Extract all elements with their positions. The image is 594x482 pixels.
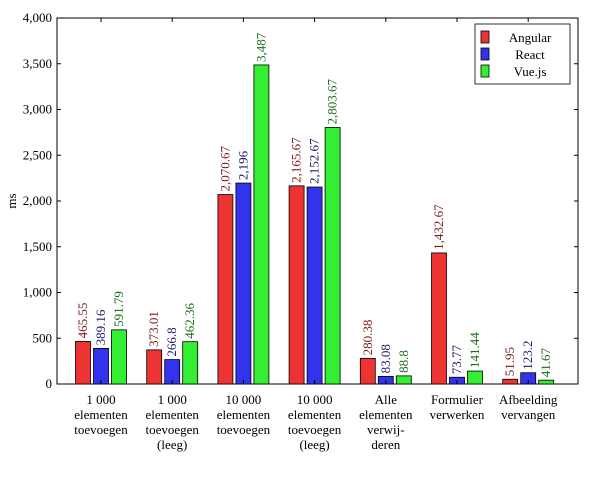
- y-tick-label: 2,500: [23, 147, 52, 162]
- legend-swatch: [480, 30, 490, 44]
- bar-react: [93, 347, 109, 385]
- y-tick-label: 0: [46, 376, 53, 391]
- y-tick-label: 1,500: [23, 239, 52, 254]
- bar-vuejs: [467, 370, 483, 385]
- value-label: 591.79: [111, 291, 126, 327]
- value-label: 280.38: [360, 320, 375, 356]
- y-tick-label: 1,000: [23, 285, 52, 300]
- value-label: 389.16: [93, 309, 108, 345]
- legend-box: [474, 23, 571, 85]
- value-label: 266.8: [164, 327, 179, 356]
- value-label: 462.36: [182, 302, 197, 338]
- bar-vuejs: [538, 379, 555, 385]
- category-label: Formulier verwerken: [430, 392, 485, 422]
- value-label: 83.08: [378, 344, 393, 373]
- category-label: 1 000 elementen toevoegen (leeg): [145, 392, 199, 452]
- value-label: 373.01: [146, 311, 161, 347]
- bar-vuejs: [111, 329, 127, 385]
- legend-label: React: [515, 47, 545, 62]
- value-label: 123.2: [520, 340, 535, 369]
- value-label: 2,070.67: [217, 146, 232, 192]
- legend: Angular React Vue.js: [474, 23, 571, 85]
- category-label: 10 000 elementen toevoegen: [217, 392, 271, 437]
- value-label: 141.44: [467, 332, 482, 368]
- bar-vuejs: [324, 127, 341, 385]
- value-label: 2,165.67: [289, 137, 304, 183]
- value-label: 2,152.67: [307, 138, 322, 184]
- legend-label: Angular: [509, 30, 552, 45]
- y-tick-label: 500: [33, 330, 53, 345]
- y-tick-label: 3,500: [23, 56, 52, 71]
- category-label: Alle elementen verwij-deren: [359, 392, 413, 452]
- bar-vuejs: [253, 64, 270, 385]
- value-label: 41.67: [538, 347, 553, 377]
- value-label: 88.8: [396, 350, 411, 373]
- y-axis-label: ms: [4, 193, 19, 208]
- bar-angular: [217, 194, 234, 385]
- bar-angular: [359, 357, 376, 385]
- bar-react: [306, 186, 323, 385]
- value-label: 2,196: [235, 150, 250, 180]
- bar-angular: [75, 341, 91, 385]
- legend-swatch: [480, 47, 490, 61]
- bar-angular: [146, 349, 163, 385]
- bar-angular: [288, 185, 305, 385]
- legend-label: Vue.js: [514, 64, 547, 79]
- bar-vuejs: [182, 341, 199, 385]
- bar-react: [235, 182, 252, 385]
- category-label: Afbeelding vervangen: [499, 392, 558, 422]
- category-label: 1 000 elementen toevoegen: [74, 392, 128, 437]
- y-tick-label: 4,000: [23, 10, 52, 25]
- value-label: 51.95: [502, 347, 517, 376]
- bar-vuejs: [395, 375, 412, 385]
- value-label: 2,803.67: [325, 78, 340, 124]
- value-label: 465.55: [75, 303, 90, 339]
- bar-angular: [502, 378, 519, 385]
- value-label: 1,432.67: [431, 204, 446, 250]
- y-tick-label: 3,000: [23, 102, 52, 117]
- value-label: 73.77: [449, 345, 464, 375]
- value-label: 3,487: [253, 32, 268, 62]
- y-tick-label: 2,000: [23, 193, 52, 208]
- bar-angular: [431, 252, 447, 385]
- legend-swatch: [480, 64, 490, 78]
- category-label: 10 000 elementen toevoegen (leeg): [288, 392, 342, 452]
